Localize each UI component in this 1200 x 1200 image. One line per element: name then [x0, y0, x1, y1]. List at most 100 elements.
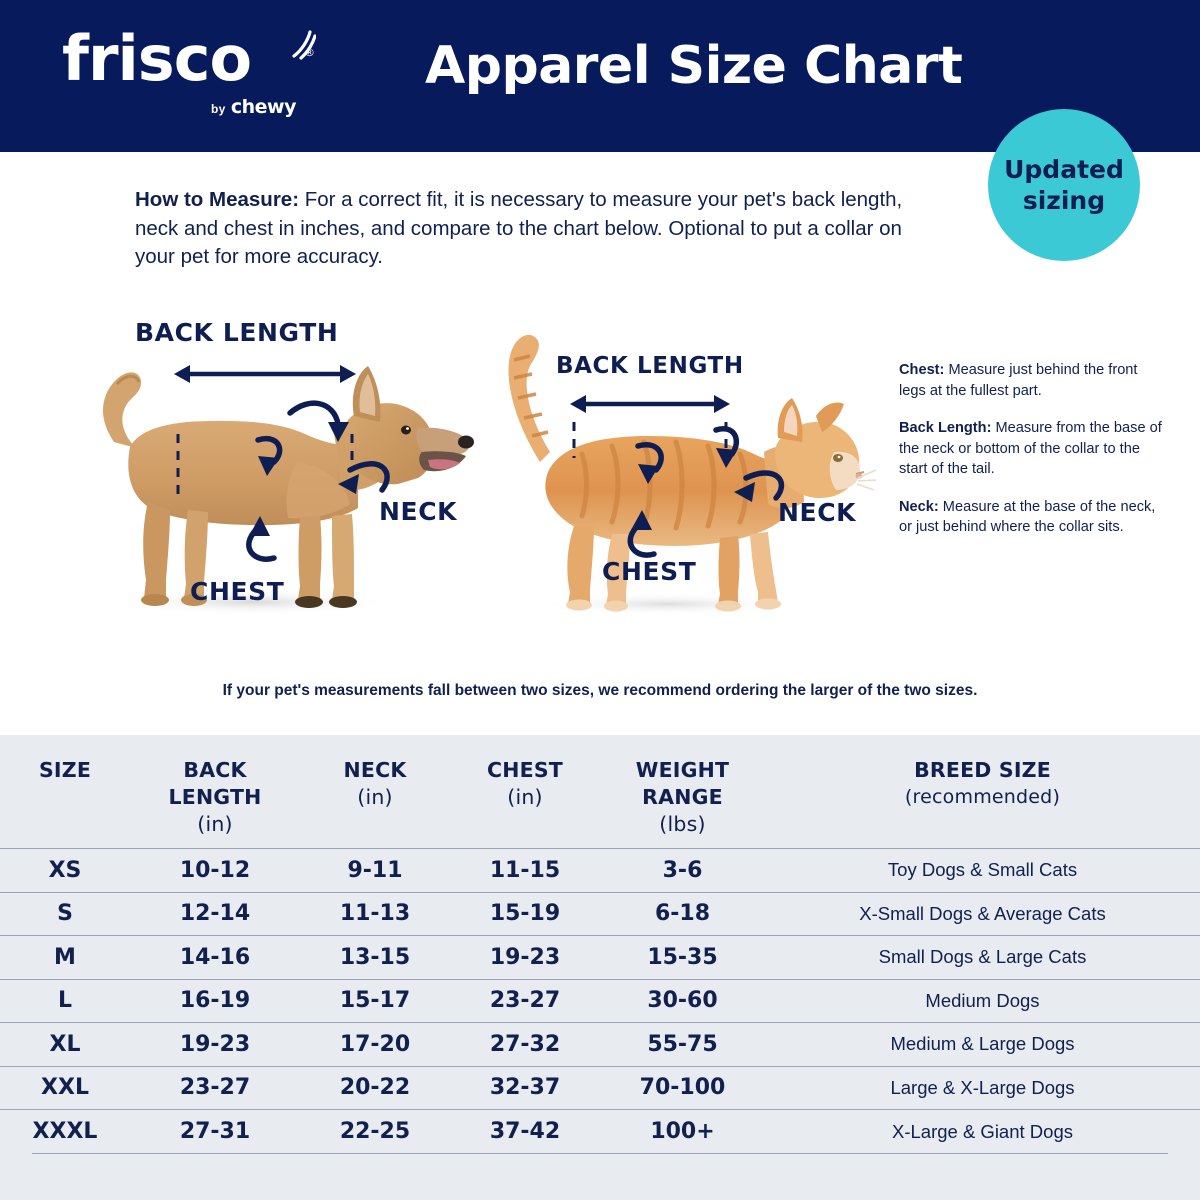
illustration-area: BACK LENGTH NECK CHEST [0, 290, 1200, 630]
column-header-chest: CHEST (in) [450, 735, 600, 849]
cell-size: M [54, 944, 76, 970]
cell-breed: X-Large & Giant Dogs [892, 1120, 1073, 1142]
column-header-weight-range: WEIGHT RANGE (lbs) [600, 735, 765, 849]
cat-chest-label: CHEST [602, 557, 697, 586]
cell-back-length: 14-16 [179, 944, 251, 970]
cell-neck: 17-20 [339, 1031, 411, 1057]
cell-chest: 37-42 [489, 1119, 561, 1144]
dog-figure-svg [102, 365, 474, 615]
page-title: Apparel Size Chart [425, 36, 963, 96]
definition-back-length-term: Back Length: [899, 420, 992, 436]
cell-weight: 30-60 [647, 988, 718, 1014]
definition-neck-term: Neck: [899, 498, 939, 515]
table-row: XL 19-23 17-20 27-32 55-75 Medium & Larg… [0, 1022, 1200, 1067]
column-header-weight-unit: (lbs) [659, 812, 706, 836]
updated-sizing-badge: Updated sizing [988, 109, 1140, 261]
logo-wordmark: frisco ® [62, 28, 316, 90]
column-header-size-label: SIZE [38, 758, 92, 782]
cell-breed: Medium Dogs [925, 989, 1040, 1011]
cell-chest: 32-37 [489, 1075, 561, 1101]
cell-breed: Medium & Large Dogs [890, 1033, 1075, 1055]
measurement-definitions: Chest: Measure just behind the front leg… [899, 360, 1167, 555]
dog-chest-label: CHEST [190, 577, 285, 606]
cell-back-length: 19-23 [179, 1031, 251, 1057]
cell-breed: Small Dogs & Large Cats [878, 946, 1087, 968]
how-to-measure-body: For a correct fit, it is necessary to me… [135, 188, 903, 268]
cell-size: S [57, 901, 73, 927]
between-sizes-note: If your pet's measurements fall between … [222, 682, 978, 699]
definition-chest-text: Measure just behind the front legs at th… [899, 362, 1138, 399]
cell-breed: Toy Dogs & Small Cats [887, 859, 1078, 881]
cell-weight: 100+ [650, 1119, 715, 1144]
cell-size: XXXL [32, 1119, 98, 1144]
cell-neck: 9-11 [347, 857, 403, 883]
column-header-weight-label: WEIGHT [635, 758, 730, 782]
definition-chest: Chest: Measure just behind the front leg… [899, 360, 1167, 401]
cell-breed: Large & X-Large Dogs [890, 1076, 1075, 1098]
logo-word-text: frisco [62, 22, 252, 95]
cat-neck-label: NECK [778, 498, 857, 527]
column-header-size: SIZE [0, 735, 130, 849]
badge-line-1: Updated [1004, 155, 1124, 184]
table-bottom-divider [32, 1153, 1168, 1154]
apparel-size-table: SIZE BACK LENGTH (in) NECK (in) CHEST (i… [0, 735, 1200, 1153]
table-row: XXL 23-27 20-22 32-37 70-100 Large & X-L… [0, 1066, 1200, 1110]
table-head: SIZE BACK LENGTH (in) NECK (in) CHEST (i… [0, 735, 1200, 849]
logo-chewy-text: chewy [230, 96, 297, 118]
column-header-back-label: BACK [183, 758, 247, 782]
column-header-neck: NECK (in) [300, 735, 450, 849]
cell-neck: 20-22 [339, 1075, 411, 1101]
dog-illustration: BACK LENGTH NECK CHEST [62, 312, 482, 622]
cell-chest: 15-19 [489, 901, 561, 927]
cell-neck: 13-15 [339, 944, 411, 970]
cell-size: XXL [41, 1075, 89, 1101]
cell-back-length: 23-27 [179, 1075, 251, 1101]
logo-byline: by chewy [210, 96, 297, 118]
definition-back-length-text: Measure from the base of the neck or bot… [899, 420, 1162, 477]
dog-neck-label: NECK [379, 497, 458, 526]
column-header-breed-size: BREED SIZE (recommended) [765, 735, 1200, 849]
definition-neck: Neck: Measure at the base of the neck, o… [899, 497, 1167, 538]
cell-weight: 3-6 [662, 857, 703, 883]
cell-neck: 15-17 [339, 988, 411, 1014]
column-header-range-label: RANGE [642, 785, 723, 809]
cell-back-length: 27-31 [179, 1119, 251, 1144]
column-header-neck-label: NECK [343, 758, 407, 782]
cell-neck: 11-13 [339, 901, 411, 927]
cell-weight: 70-100 [639, 1075, 726, 1101]
table-row: S 12-14 11-13 15-19 6-18 X-Small Dogs & … [0, 892, 1200, 936]
cell-chest: 23-27 [489, 988, 561, 1014]
cat-illustration: BACK LENGTH NECK CHEST [478, 312, 878, 622]
table-row: XXXL 27-31 22-25 37-42 100+ X-Large & Gi… [0, 1109, 1200, 1154]
definition-back-length: Back Length: Measure from the base of th… [899, 418, 1167, 480]
definition-neck-text: Measure at the base of the neck, or just… [899, 498, 1156, 536]
swoosh-icon [292, 30, 316, 60]
cell-size: L [57, 988, 73, 1014]
cell-chest: 27-32 [489, 1031, 561, 1057]
cell-size: XS [48, 857, 82, 883]
cell-chest: 19-23 [489, 944, 561, 970]
cell-breed: X-Small Dogs & Average Cats [859, 902, 1106, 924]
cell-neck: 22-25 [339, 1119, 411, 1144]
table-body: XS 10-12 9-11 11-15 3-6 Toy Dogs & Small… [0, 848, 1200, 1154]
table-row: M 14-16 13-15 19-23 15-35 Small Dogs & L… [0, 935, 1200, 980]
column-header-length-label: LENGTH [168, 785, 262, 809]
table-row: L 16-19 15-17 23-27 30-60 Medium Dogs [0, 979, 1200, 1023]
cell-chest: 11-15 [489, 857, 561, 883]
size-table-zone: SIZE BACK LENGTH (in) NECK (in) CHEST (i… [0, 735, 1200, 1200]
how-to-measure-label: How to Measure: [135, 188, 300, 211]
cell-back-length: 12-14 [179, 901, 251, 927]
definition-chest-term: Chest: [899, 362, 945, 378]
column-header-breed-unit: (recommended) [904, 786, 1061, 808]
registered-mark: ® [304, 46, 315, 59]
dog-back-length-label: BACK LENGTH [135, 318, 339, 347]
logo-by-text: by [210, 102, 226, 116]
how-to-measure-paragraph: How to Measure: For a correct fit, it is… [135, 186, 945, 272]
column-header-chest-unit: (in) [507, 785, 543, 809]
cell-back-length: 16-19 [179, 988, 251, 1014]
badge-line-2: sizing [1022, 186, 1106, 215]
cat-back-length-label: BACK LENGTH [556, 353, 744, 379]
cell-weight: 6-18 [654, 901, 711, 927]
cell-back-length: 10-12 [179, 857, 251, 883]
